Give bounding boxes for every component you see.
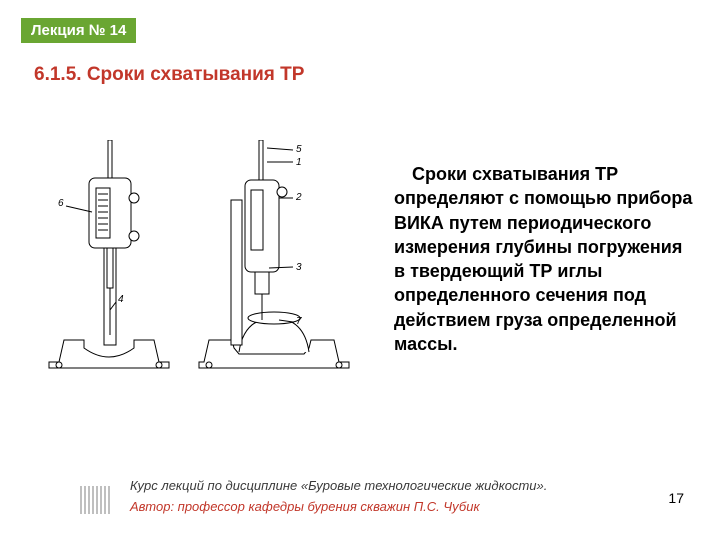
body-paragraph: Сроки схватывания ТР определяют с помощь… [394, 162, 694, 356]
body-text: Сроки схватывания ТР определяют с помощь… [394, 162, 694, 356]
diagram-label-7: 7 [296, 316, 302, 327]
diagram-label-1: 1 [296, 157, 302, 168]
diagram-label-6: 6 [58, 198, 64, 209]
section-name: Сроки схватывания ТР [87, 64, 305, 85]
diagram-label-3: 3 [296, 262, 302, 273]
lecture-badge-text: Лекция № 14 [31, 22, 126, 39]
footer: Курс лекций по дисциплине «Буровые техно… [130, 478, 650, 514]
barcode-icon [80, 486, 120, 514]
diagram-label-4: 4 [118, 294, 124, 305]
diagram-label-2: 2 [295, 192, 302, 203]
footer-author: Автор: профессор кафедры бурения скважин… [130, 499, 650, 514]
section-number: 6.1.5. [34, 64, 82, 85]
vika-apparatus-diagram: 5 1 2 3 7 6 4 [34, 140, 374, 395]
diagram-label-5: 5 [296, 144, 302, 155]
footer-course: Курс лекций по дисциплине «Буровые техно… [130, 478, 650, 493]
lecture-badge: Лекция № 14 [21, 18, 136, 43]
section-title: 6.1.5. Сроки схватывания ТР [34, 64, 304, 86]
page-number: 17 [668, 490, 684, 506]
